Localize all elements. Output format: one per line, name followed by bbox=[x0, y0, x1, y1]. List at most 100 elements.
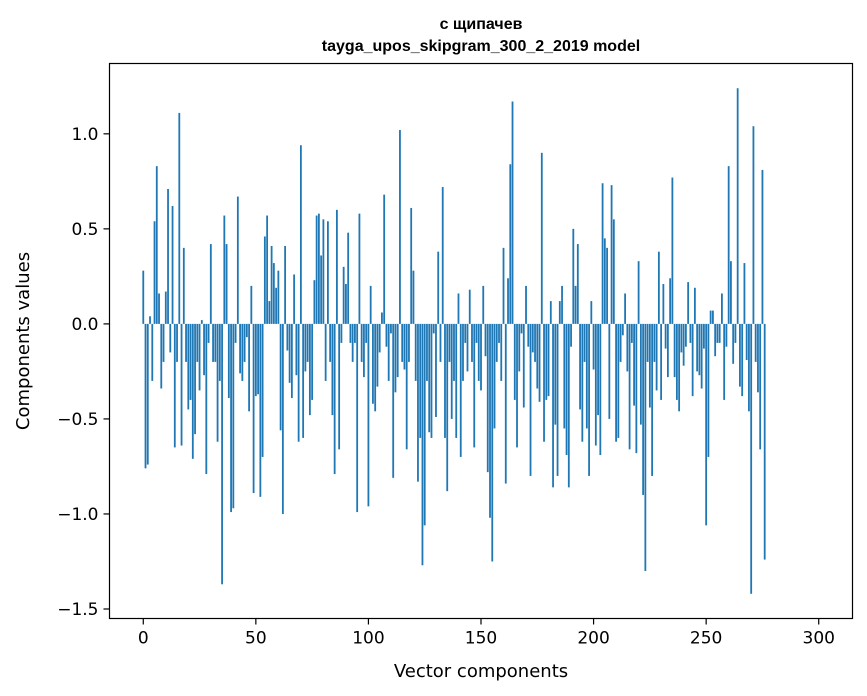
bar-31 bbox=[212, 323, 214, 362]
bar-129 bbox=[432, 323, 435, 334]
bar-117 bbox=[405, 323, 408, 450]
bar-102 bbox=[372, 323, 374, 404]
bar-37 bbox=[225, 244, 228, 324]
bar-155 bbox=[491, 323, 494, 562]
bar-169 bbox=[522, 323, 525, 408]
bar-73 bbox=[306, 323, 309, 362]
bar-19 bbox=[185, 323, 187, 362]
bar-275 bbox=[761, 169, 764, 324]
x-tick-label-2: 100 bbox=[352, 629, 384, 649]
bar-49 bbox=[252, 323, 255, 494]
bar-151 bbox=[482, 285, 485, 324]
bar-136 bbox=[448, 323, 451, 362]
bar-208 bbox=[610, 185, 613, 324]
bar-269 bbox=[748, 323, 750, 412]
bar-227 bbox=[653, 323, 656, 362]
bar-23 bbox=[194, 323, 196, 435]
bar-168 bbox=[520, 323, 523, 334]
bar-71 bbox=[302, 323, 305, 438]
bar-36 bbox=[223, 215, 226, 324]
y-tick-label-5: 1.0 bbox=[71, 125, 98, 145]
bar-60 bbox=[277, 270, 280, 324]
bar-240 bbox=[682, 323, 685, 366]
bar-246 bbox=[696, 323, 699, 372]
bar-204 bbox=[601, 183, 604, 324]
bar-247 bbox=[698, 323, 701, 376]
bar-54 bbox=[263, 236, 266, 324]
bar-149 bbox=[477, 323, 480, 381]
bar-146 bbox=[471, 323, 473, 362]
bar-series bbox=[142, 88, 766, 594]
bar-52 bbox=[259, 323, 262, 497]
bar-255 bbox=[716, 323, 719, 343]
bar-230 bbox=[660, 323, 663, 400]
bar-173 bbox=[531, 323, 534, 353]
bar-253 bbox=[712, 310, 714, 324]
y-tick-label-3: 0.0 bbox=[71, 315, 98, 335]
bar-187 bbox=[563, 323, 566, 429]
bar-62 bbox=[281, 323, 284, 514]
x-tick-label-3: 150 bbox=[465, 629, 497, 649]
bar-172 bbox=[529, 323, 532, 476]
bar-241 bbox=[684, 323, 687, 347]
bar-231 bbox=[662, 283, 665, 324]
bar-59 bbox=[275, 287, 278, 324]
bar-174 bbox=[534, 323, 536, 362]
bar-234 bbox=[669, 278, 672, 324]
bar-81 bbox=[324, 323, 327, 381]
bar-131 bbox=[437, 251, 440, 324]
bar-238 bbox=[678, 323, 681, 412]
bar-157 bbox=[495, 323, 498, 362]
bar-88 bbox=[340, 323, 343, 343]
bar-198 bbox=[588, 323, 590, 476]
bar-144 bbox=[466, 323, 469, 372]
bar-135 bbox=[446, 323, 449, 492]
bar-0 bbox=[142, 270, 145, 324]
bar-115 bbox=[401, 323, 404, 362]
plot-area-frame bbox=[108, 62, 854, 620]
y-tick-label-1: −1.0 bbox=[57, 505, 98, 525]
bar-150 bbox=[480, 323, 482, 391]
bar-42 bbox=[236, 196, 239, 324]
bar-24 bbox=[196, 323, 199, 362]
y-tick-label-0: −1.5 bbox=[57, 600, 98, 620]
bar-223 bbox=[644, 323, 647, 571]
bar-153 bbox=[486, 323, 489, 473]
bar-64 bbox=[286, 323, 289, 351]
bar-61 bbox=[279, 323, 282, 431]
chart-subtitle: tayga_upos_skipgram_300_2_2019 model bbox=[322, 38, 640, 55]
bar-191 bbox=[572, 228, 575, 324]
bar-167 bbox=[518, 323, 521, 372]
bar-252 bbox=[709, 310, 712, 324]
bar-143 bbox=[464, 323, 467, 343]
y-axis-ticks: −1.5 −1.0 −0.5 0.0 0.5 1.0 bbox=[57, 125, 110, 620]
bar-152 bbox=[484, 323, 487, 357]
bar-160 bbox=[502, 247, 505, 324]
bar-257 bbox=[721, 293, 723, 324]
bar-111 bbox=[392, 323, 395, 478]
bar-114 bbox=[399, 130, 401, 324]
bar-51 bbox=[257, 323, 259, 395]
bar-266 bbox=[741, 323, 744, 397]
bar-103 bbox=[374, 323, 377, 412]
bar-226 bbox=[651, 323, 654, 476]
bar-250 bbox=[705, 323, 708, 526]
bar-25 bbox=[198, 323, 201, 391]
bar-170 bbox=[525, 285, 527, 324]
bar-213 bbox=[621, 323, 624, 336]
bar-5 bbox=[153, 221, 156, 324]
bar-86 bbox=[336, 209, 338, 324]
bar-197 bbox=[585, 323, 588, 429]
bar-82 bbox=[327, 221, 329, 324]
bar-177 bbox=[540, 152, 543, 324]
bar-188 bbox=[565, 323, 568, 456]
bar-156 bbox=[493, 323, 496, 429]
bar-271 bbox=[752, 126, 755, 324]
bar-72 bbox=[304, 323, 307, 372]
bar-180 bbox=[547, 323, 550, 397]
bar-133 bbox=[441, 187, 444, 324]
bar-164 bbox=[511, 101, 514, 324]
bar-221 bbox=[639, 323, 642, 425]
bar-75 bbox=[311, 323, 314, 400]
